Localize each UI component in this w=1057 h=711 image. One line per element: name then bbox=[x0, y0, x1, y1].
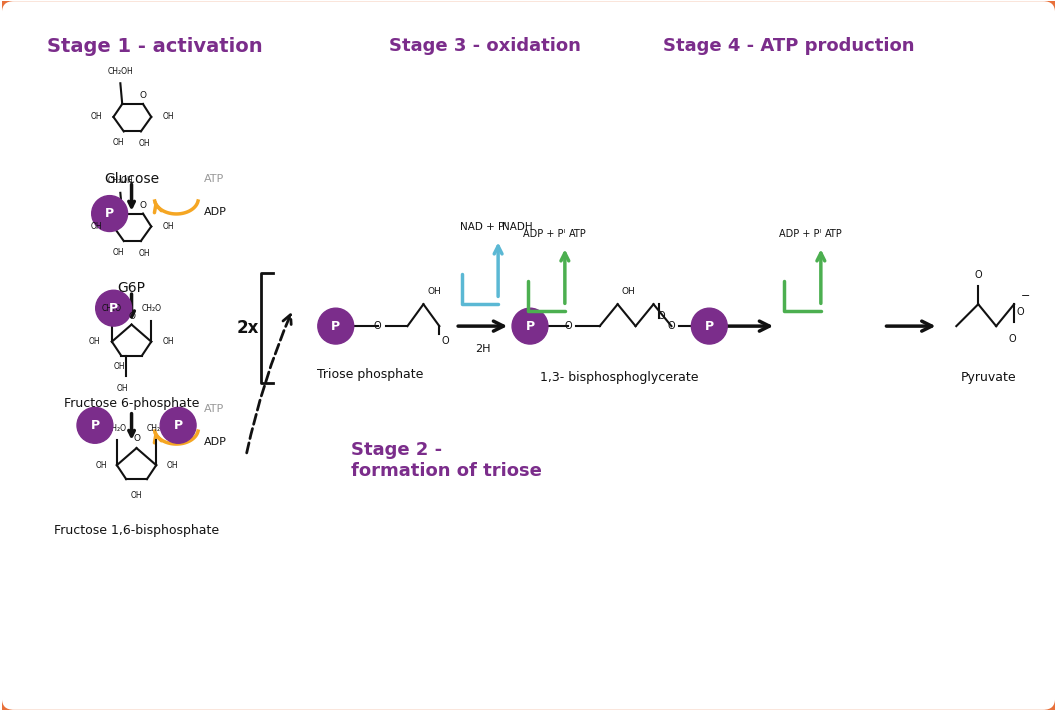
Text: Glucose: Glucose bbox=[104, 172, 160, 186]
Text: Fructose 1,6-bisphosphate: Fructose 1,6-bisphosphate bbox=[54, 524, 219, 538]
Text: −: − bbox=[1021, 292, 1031, 301]
Text: O: O bbox=[128, 312, 135, 321]
Text: O: O bbox=[1016, 307, 1024, 317]
Text: OH: OH bbox=[113, 363, 125, 371]
Text: OH: OH bbox=[427, 287, 441, 296]
Text: Stage 4 - ATP production: Stage 4 - ATP production bbox=[663, 37, 914, 55]
Text: OH: OH bbox=[163, 222, 174, 231]
Text: Fructose 6-phosphate: Fructose 6-phosphate bbox=[63, 397, 199, 410]
Text: O: O bbox=[975, 270, 982, 280]
Text: ATP: ATP bbox=[204, 173, 224, 183]
Text: O: O bbox=[668, 321, 675, 331]
Text: OH: OH bbox=[622, 287, 635, 296]
Circle shape bbox=[161, 407, 196, 443]
Text: OH: OH bbox=[95, 461, 107, 470]
Text: Stage 1 - activation: Stage 1 - activation bbox=[47, 37, 262, 56]
Text: CH₂O: CH₂O bbox=[107, 424, 127, 433]
Text: ATP: ATP bbox=[824, 230, 842, 240]
Text: 1,3- bisphosphoglycerate: 1,3- bisphosphoglycerate bbox=[540, 371, 699, 384]
Text: CH₂O: CH₂O bbox=[142, 304, 162, 314]
Text: P: P bbox=[105, 207, 114, 220]
Circle shape bbox=[318, 308, 354, 344]
Text: CH₂O: CH₂O bbox=[101, 304, 122, 314]
Text: P: P bbox=[109, 301, 118, 315]
Text: O: O bbox=[374, 321, 382, 331]
Text: O: O bbox=[140, 91, 147, 100]
Circle shape bbox=[512, 308, 548, 344]
Text: OH: OH bbox=[91, 222, 103, 231]
Text: OH: OH bbox=[89, 337, 100, 346]
Text: ADP + Pᴵ: ADP + Pᴵ bbox=[523, 230, 565, 240]
Text: ATP: ATP bbox=[569, 230, 587, 240]
Text: OH: OH bbox=[112, 138, 124, 147]
Text: O: O bbox=[140, 201, 147, 210]
Text: CH₂OH: CH₂OH bbox=[108, 67, 133, 76]
Text: OH: OH bbox=[166, 461, 178, 470]
Text: Pyruvate: Pyruvate bbox=[961, 371, 1016, 384]
Text: ADP: ADP bbox=[204, 207, 227, 217]
Text: ATP: ATP bbox=[204, 404, 224, 414]
Text: OH: OH bbox=[116, 384, 128, 393]
Text: O: O bbox=[1008, 334, 1016, 344]
Text: G6P: G6P bbox=[117, 282, 146, 295]
Text: OH: OH bbox=[131, 491, 143, 500]
Text: NADH: NADH bbox=[502, 223, 533, 232]
Text: OH: OH bbox=[163, 112, 174, 122]
Text: Stage 3 - oxidation: Stage 3 - oxidation bbox=[389, 37, 581, 55]
Text: P: P bbox=[91, 419, 99, 432]
Text: OH: OH bbox=[91, 112, 103, 122]
Text: 2x: 2x bbox=[237, 319, 259, 337]
Text: CH₂OH: CH₂OH bbox=[108, 176, 133, 186]
Text: P: P bbox=[525, 320, 535, 333]
Text: P: P bbox=[705, 320, 713, 333]
Circle shape bbox=[691, 308, 727, 344]
Text: OH: OH bbox=[138, 139, 150, 148]
Text: OH: OH bbox=[163, 337, 174, 346]
Text: P: P bbox=[331, 320, 340, 333]
Text: O: O bbox=[657, 311, 665, 321]
Circle shape bbox=[77, 407, 113, 443]
Text: OH: OH bbox=[112, 248, 124, 257]
Text: NAD + Pᴵ: NAD + Pᴵ bbox=[460, 223, 506, 232]
Text: 2H: 2H bbox=[476, 344, 490, 354]
Text: O: O bbox=[133, 434, 140, 443]
Text: O: O bbox=[442, 336, 449, 346]
Text: Triose phosphate: Triose phosphate bbox=[317, 368, 424, 381]
Text: CH₂O: CH₂O bbox=[146, 424, 166, 433]
Text: O: O bbox=[564, 321, 572, 331]
Text: ADP: ADP bbox=[204, 437, 227, 447]
Circle shape bbox=[92, 196, 128, 232]
Text: P: P bbox=[173, 419, 183, 432]
Circle shape bbox=[96, 290, 131, 326]
Text: Stage 2 -
formation of triose: Stage 2 - formation of triose bbox=[351, 442, 541, 480]
Text: OH: OH bbox=[138, 249, 150, 258]
Text: ADP + Pᴵ: ADP + Pᴵ bbox=[779, 230, 821, 240]
